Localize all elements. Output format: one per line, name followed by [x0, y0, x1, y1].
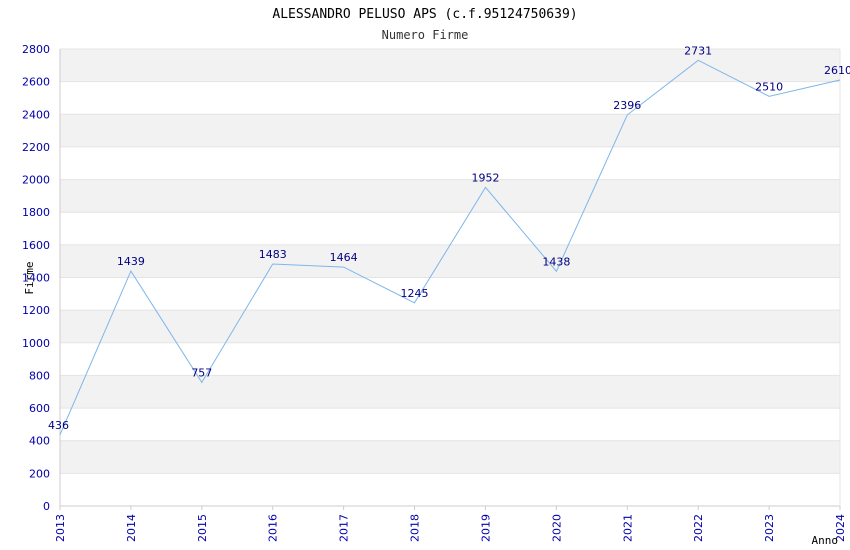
x-tick-label: 2014 — [125, 514, 138, 542]
data-label: 1952 — [471, 171, 499, 184]
y-axis-ticks: 0 200 400 600 800 1000 1200 1400 1600 1800 2000 220… — [22, 43, 50, 513]
data-label: 1464 — [330, 251, 358, 264]
y-tick-label: 1400 — [22, 272, 50, 285]
x-tick-label: 2022 — [692, 514, 705, 542]
y-tick-label: 2800 — [22, 43, 50, 56]
y-tick-label: 200 — [29, 467, 50, 480]
chart-title: ALESSANDRO PELUSO APS (c.f.95124750639) — [272, 7, 577, 22]
grid-band — [60, 440, 840, 474]
y-tick-label: 400 — [29, 435, 50, 448]
y-tick-label: 2400 — [22, 108, 50, 121]
grid-band — [60, 49, 840, 82]
x-tick-label: 2018 — [409, 514, 422, 542]
y-tick-label: 800 — [29, 369, 50, 382]
x-tick-label: 2016 — [267, 514, 280, 542]
grid-band — [60, 375, 840, 409]
data-label: 757 — [191, 366, 212, 379]
data-label: 1438 — [542, 255, 570, 268]
x-axis-ticks: 2013 2014 2015 2016 2017 2018 2019 2020 2021 2022… — [54, 506, 847, 542]
data-label: 2610 — [824, 64, 850, 77]
grid-band — [60, 179, 840, 213]
x-tick-label: 2015 — [196, 514, 209, 542]
axes — [59, 49, 841, 507]
x-tick-label: 2023 — [763, 514, 776, 542]
data-label: 2731 — [684, 44, 712, 57]
grid-bands — [60, 49, 840, 474]
x-axis-label: Anno — [812, 534, 839, 547]
x-tick-label: 2017 — [338, 514, 351, 542]
data-label: 1245 — [401, 287, 429, 300]
y-tick-label: 600 — [29, 402, 50, 415]
x-tick-label: 2020 — [550, 514, 563, 542]
y-tick-label: 1600 — [22, 239, 50, 252]
data-label: 436 — [48, 419, 69, 432]
y-tick-label: 1000 — [22, 337, 50, 350]
series — [59, 59, 841, 435]
grid-band — [60, 310, 840, 343]
y-tick-label: 0 — [43, 500, 50, 513]
data-label: 1439 — [117, 255, 145, 268]
series-line — [59, 59, 841, 435]
y-tick-label: 1800 — [22, 206, 50, 219]
y-tick-label: 2000 — [22, 174, 50, 187]
y-tick-label: 2200 — [22, 141, 50, 154]
data-labels: 436 1439 757 1483 1464 1245 1952 1438 2396 2731 25… — [48, 44, 850, 432]
gridlines — [60, 48, 840, 507]
data-label: 1483 — [259, 248, 287, 261]
grid-band — [60, 244, 840, 278]
y-tick-label: 2600 — [22, 76, 50, 89]
x-tick-label: 2021 — [621, 514, 634, 542]
y-axis-label: Firme — [23, 261, 36, 294]
y-tick-label: 1200 — [22, 304, 50, 317]
x-tick-label: 2013 — [54, 514, 67, 542]
data-label: 2396 — [613, 99, 641, 112]
x-tick-label: 2024 — [834, 514, 847, 542]
chart-subtitle: Numero Firme — [382, 28, 469, 42]
data-label: 2510 — [755, 80, 783, 93]
grid-band — [60, 114, 840, 147]
x-tick-label: 2019 — [479, 514, 492, 542]
